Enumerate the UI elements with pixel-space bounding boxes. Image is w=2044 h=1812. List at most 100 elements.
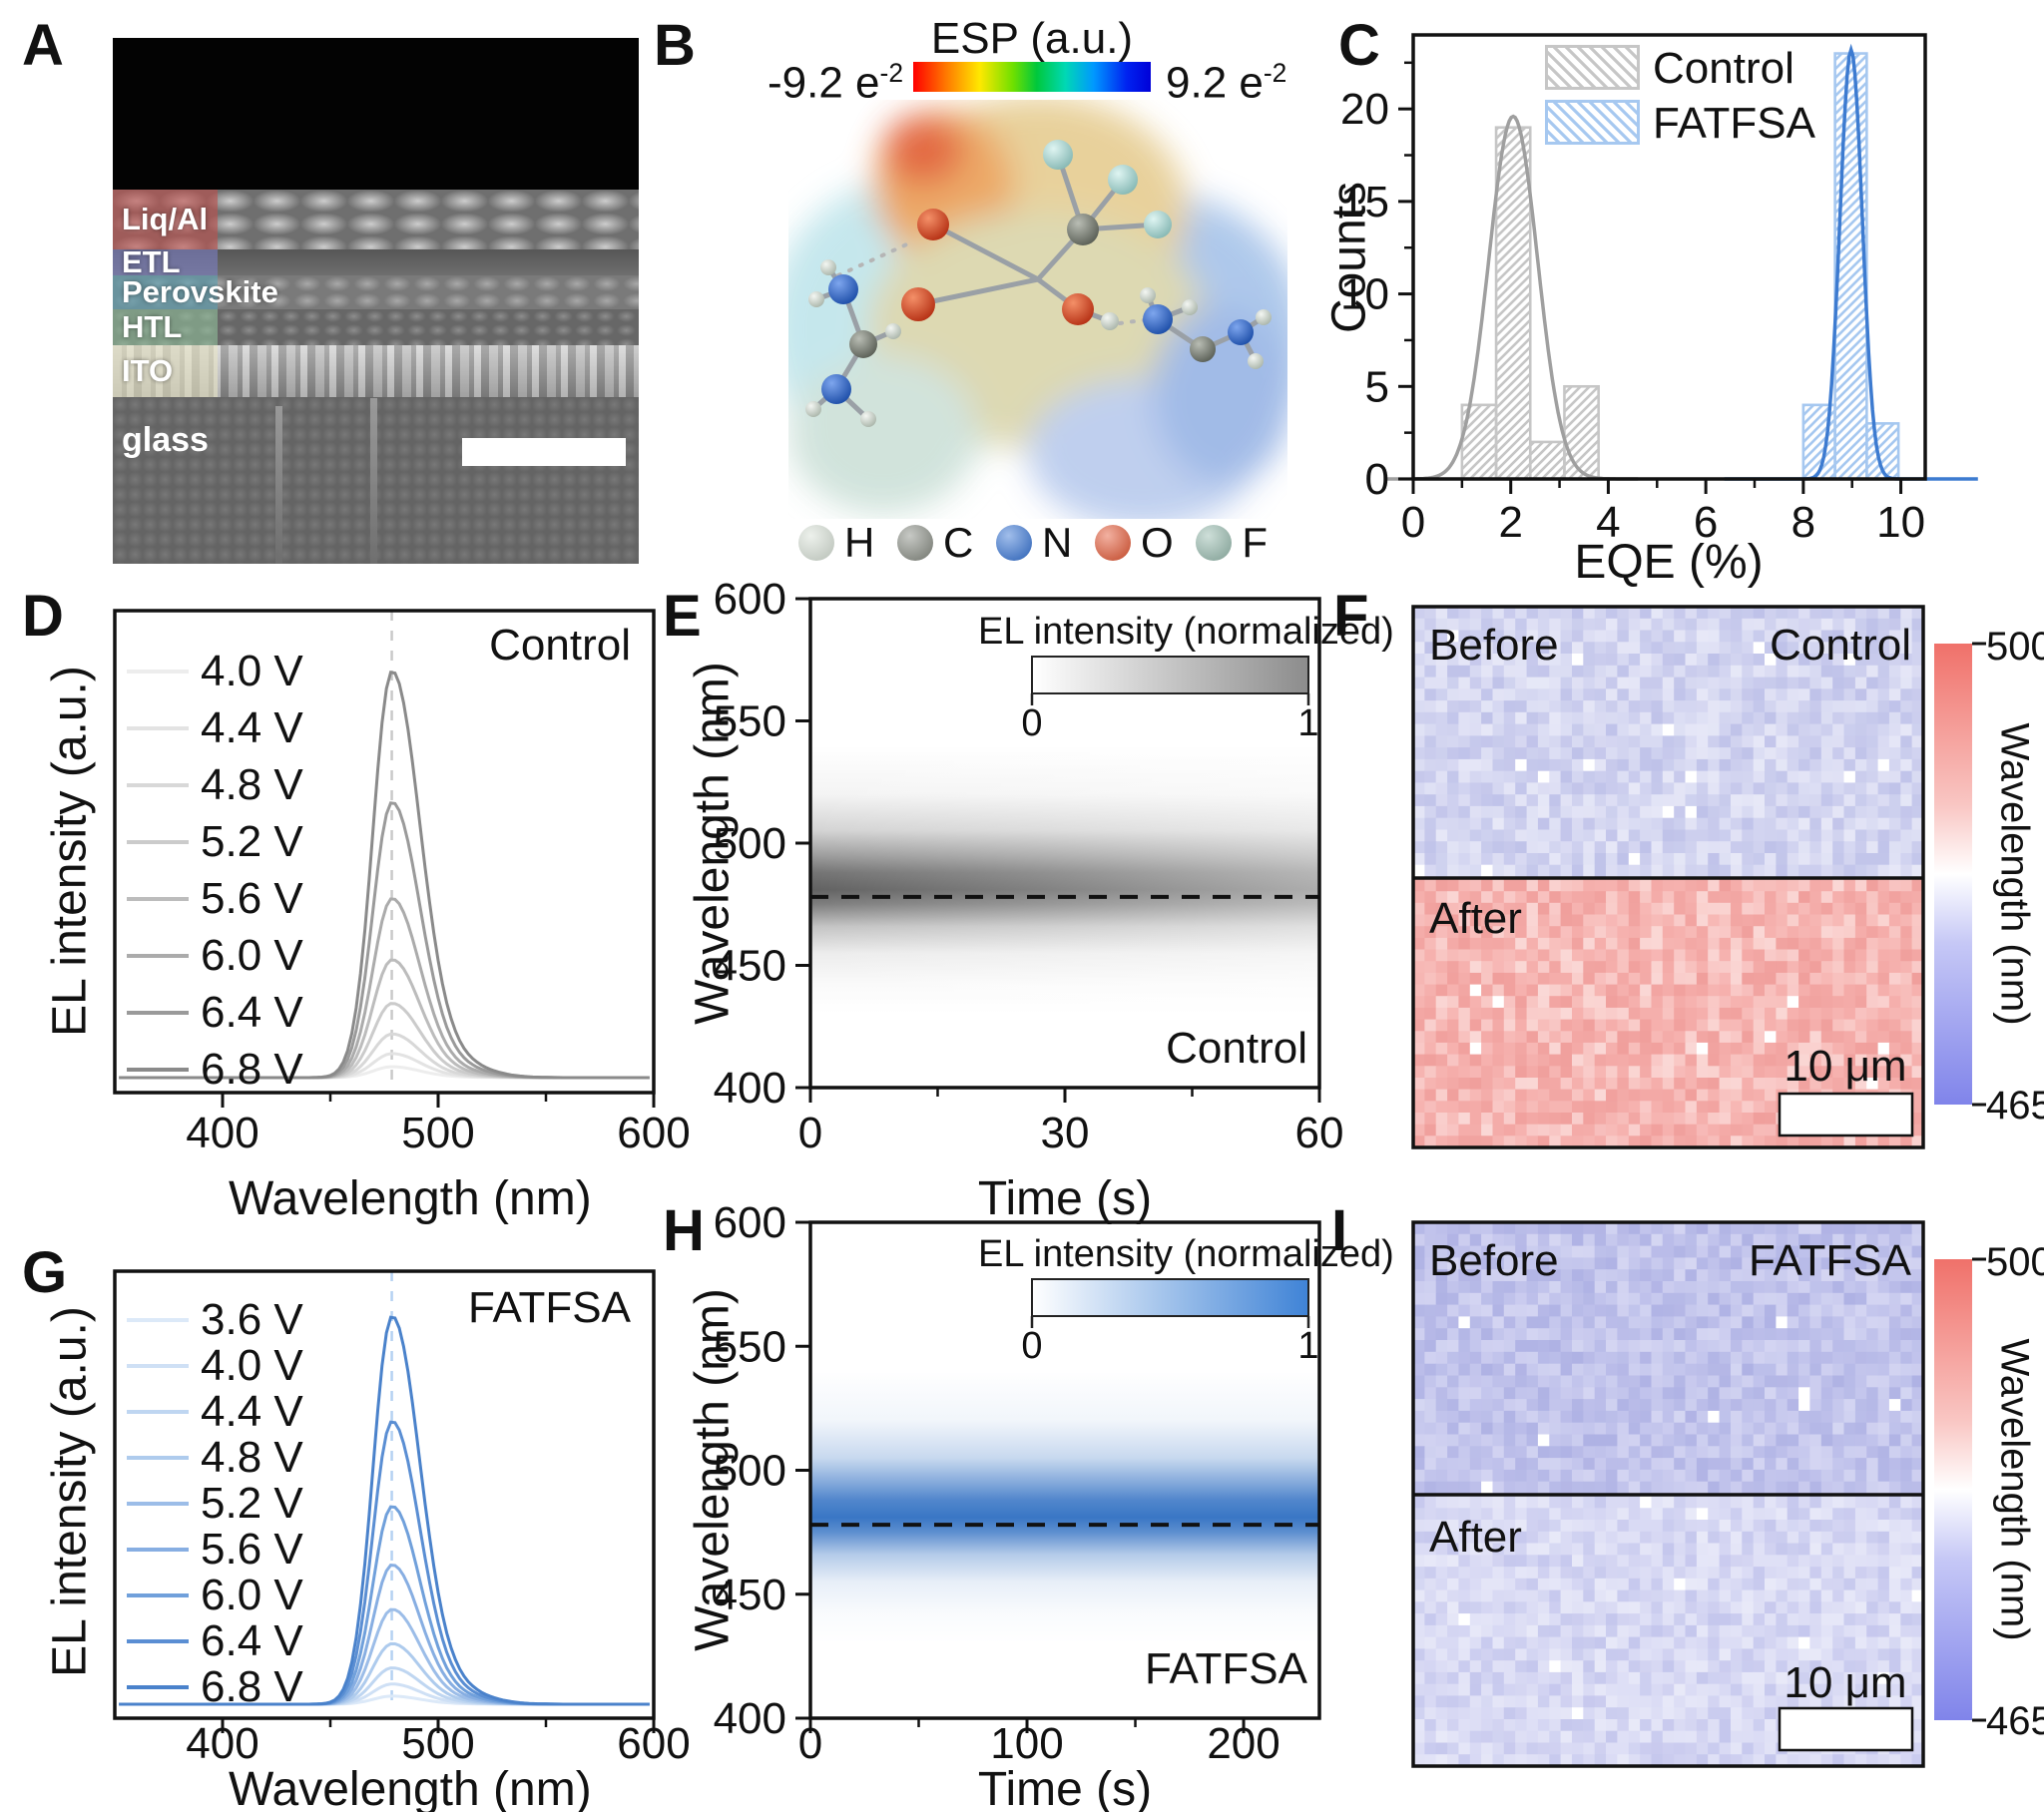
histogram-xtick: 10 (1876, 498, 1925, 547)
image-fatfsa-before-label: Before (1429, 1236, 1559, 1285)
heatmap-ytick: 600 (714, 1198, 786, 1247)
panel-letter-b: B (654, 13, 696, 78)
image-control-colorbar-max: 500 (1986, 625, 2044, 669)
esp-colorbar (913, 62, 1151, 92)
map-control-colorbar-title: EL intensity (normalized) (978, 611, 1394, 653)
image-control-before-label: Before (1429, 621, 1559, 670)
map-control-colorbar-min: 0 (1021, 702, 1043, 744)
voltage-legend-item: 4.4 V (127, 703, 303, 753)
voltage-legend-label: 5.6 V (201, 1525, 303, 1574)
el-spectra (113, 1269, 656, 1733)
voltage-legend-label: 4.8 V (201, 760, 303, 809)
panel-letter-i: I (1331, 1198, 1348, 1263)
heatmap-ytick: 400 (714, 1694, 786, 1743)
pixel-map-frame (1411, 1220, 1925, 1768)
atom-legend-item: F (1196, 519, 1268, 567)
legend-label-control: Control (1653, 44, 1794, 93)
voltage-legend-label: 4.8 V (201, 1433, 303, 1482)
atom-ball-f (1196, 525, 1233, 561)
panel-letter-c: C (1338, 13, 1380, 78)
atom-legend-item: C (897, 519, 973, 567)
intensity-colorbar (1031, 656, 1309, 694)
wavelength-colorbar (1934, 644, 1972, 1105)
voltage-legend-line (127, 1685, 189, 1689)
voltage-legend-item: 6.4 V (127, 988, 303, 1038)
histogram-ytick: 5 (1365, 362, 1389, 411)
voltage-legend-item: 6.0 V (127, 1571, 303, 1620)
voltage-legend-line (127, 1068, 189, 1072)
voltage-legend-line (127, 1364, 189, 1368)
sem-glass-streak (370, 397, 378, 564)
histogram-ytick: 10 (1340, 270, 1389, 319)
atom-symbol-n: N (1042, 519, 1073, 566)
map-fatfsa-ylabel: Wavelength (nm) (686, 1288, 740, 1651)
heatmap-xtick: 30 (1041, 1109, 1090, 1157)
scale-bar (1778, 1706, 1914, 1752)
el-spectrum-6.8V (119, 1315, 650, 1706)
el-heatmap (795, 597, 1321, 1103)
spectra-xtick: 500 (401, 1109, 474, 1157)
voltage-legend-label: 5.6 V (201, 874, 303, 923)
intensity-colorbar (1031, 1278, 1309, 1317)
histogram-ytick: 15 (1340, 178, 1389, 226)
voltage-legend-item: 5.6 V (127, 874, 303, 924)
histogram-bar-fatfsa (1833, 52, 1868, 481)
voltage-legend-line (127, 1410, 189, 1414)
spectra-xtick: 600 (617, 1719, 690, 1768)
voltage-legend-line (127, 1639, 189, 1643)
map-control-ylabel: Wavelength (nm) (686, 662, 740, 1025)
image-control-colorbar-min: 465 (1986, 1084, 2044, 1128)
voltage-legend-label: 6.0 V (201, 1571, 303, 1619)
histogram-xtick: 0 (1401, 498, 1425, 547)
spectra-control-xlabel: Wavelength (nm) (229, 1172, 592, 1225)
histogram-xlabel: EQE (%) (1574, 536, 1764, 589)
voltage-legend-item: 5.2 V (127, 817, 303, 867)
map-control-xlabel: Time (s) (977, 1172, 1153, 1225)
spectra-control-corner-label: Control (489, 621, 631, 670)
panel-letter-d: D (22, 584, 64, 649)
layer-label-perovskite: Perovskite (122, 274, 278, 310)
voltage-legend-item: 4.0 V (127, 1341, 303, 1391)
image-control-corner-label: Control (1770, 621, 1911, 670)
spectra-xtick: 500 (401, 1719, 474, 1768)
histogram-xtick: 8 (1791, 498, 1815, 547)
atom-symbol-h: H (844, 519, 875, 566)
image-fatfsa-colorbar-max: 500 (1986, 1240, 2044, 1284)
sem-scale-bar (462, 438, 626, 467)
image-fatfsa-after-label: After (1429, 1513, 1522, 1562)
spectra-control-ylabel: EL intensity (a.u.) (43, 666, 97, 1037)
glass-label: glass (122, 420, 209, 459)
esp-molecule-graphic (788, 100, 1287, 519)
atom-symbol-f: F (1242, 519, 1268, 566)
heatmap-xtick: 0 (798, 1719, 822, 1768)
voltage-legend-line (127, 1456, 189, 1460)
spectra-fatfsa-corner-label: FATFSA (468, 1283, 631, 1332)
image-control-after-label: After (1429, 894, 1522, 943)
image-fatfsa-colorbar-min: 465 (1986, 1699, 2044, 1743)
wavelength-colorbar (1934, 1259, 1972, 1720)
image-control-scalebar-label: 10 μm (1784, 1042, 1907, 1091)
esp-scale-min: -9.2 e-2 (767, 58, 903, 108)
voltage-legend-item: 4.8 V (127, 760, 303, 810)
histogram-xtick: 4 (1596, 498, 1620, 547)
panel-letter-a: A (22, 13, 64, 78)
map-fatfsa-colorbar-title: EL intensity (normalized) (978, 1233, 1394, 1275)
image-fatfsa-corner-label: FATFSA (1749, 1236, 1911, 1285)
spectra-frame (113, 609, 656, 1095)
eqe-histogram (1386, 33, 1978, 494)
histogram-ylabel: Counts (1322, 181, 1376, 334)
voltage-legend-item: 6.8 V (127, 1045, 303, 1095)
atom-ball-c (897, 525, 933, 561)
heatmap-xtick: 200 (1207, 1719, 1279, 1768)
spectra-xtick: 400 (186, 1109, 258, 1157)
voltage-legend-label: 4.0 V (201, 1341, 303, 1390)
heatmap-ytick: 450 (714, 1571, 786, 1619)
voltage-legend-item: 5.2 V (127, 1479, 303, 1529)
voltage-legend-line (127, 840, 189, 844)
map-fatfsa-corner-label: FATFSA (1145, 1644, 1307, 1693)
sem-cross-section-image: Liq/Al ETL Perovskite HTL ITO glass (113, 38, 639, 564)
image-fatfsa-colorbar-axis-label: Wavelength (nm) (1992, 1338, 2037, 1641)
heatmap-frame (808, 597, 1321, 1090)
